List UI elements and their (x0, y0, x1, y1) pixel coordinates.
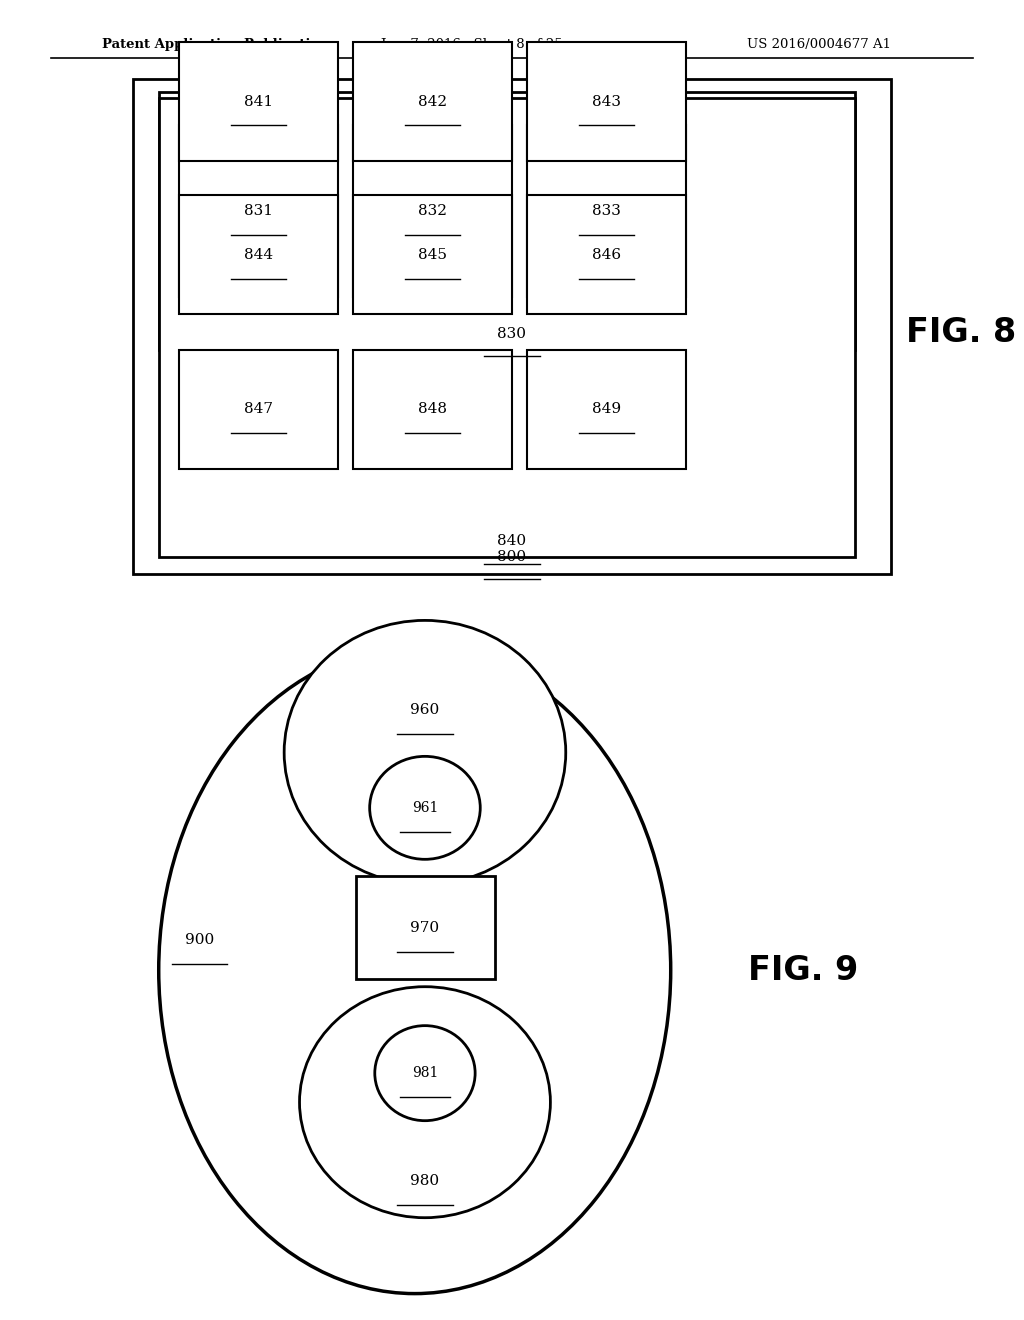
Ellipse shape (159, 647, 671, 1294)
Text: 841: 841 (244, 95, 273, 108)
Bar (179, 350, 338, 469)
Text: 981: 981 (412, 1067, 438, 1080)
Bar (527, 42, 686, 161)
Bar (179, 195, 338, 314)
Text: Jan. 7, 2016   Sheet 8 of 25: Jan. 7, 2016 Sheet 8 of 25 (380, 38, 562, 51)
Text: 900: 900 (185, 933, 214, 946)
Bar (353, 42, 512, 161)
Text: 833: 833 (592, 205, 622, 218)
Text: 831: 831 (244, 205, 273, 218)
Text: Patent Application Publication: Patent Application Publication (102, 38, 329, 51)
Text: 961: 961 (412, 801, 438, 814)
Bar (133, 79, 891, 574)
Text: 970: 970 (411, 921, 439, 935)
Ellipse shape (370, 756, 480, 859)
Text: 832: 832 (418, 205, 447, 218)
Text: 843: 843 (592, 95, 622, 108)
Text: 846: 846 (592, 248, 622, 261)
Text: 847: 847 (244, 403, 273, 416)
Text: 960: 960 (411, 704, 439, 717)
Bar (179, 125, 338, 297)
Text: 844: 844 (244, 248, 273, 261)
Ellipse shape (299, 987, 551, 1217)
Bar (353, 195, 512, 314)
Text: 980: 980 (411, 1175, 439, 1188)
Text: 849: 849 (592, 403, 622, 416)
Text: FIG. 9: FIG. 9 (748, 953, 858, 987)
Ellipse shape (284, 620, 565, 884)
Bar (527, 125, 686, 297)
Text: FIG. 8: FIG. 8 (906, 315, 1017, 348)
Text: 845: 845 (418, 248, 447, 261)
Text: 842: 842 (418, 95, 447, 108)
Text: 800: 800 (498, 549, 526, 564)
Bar (527, 350, 686, 469)
Bar (159, 98, 855, 557)
Bar (353, 125, 512, 297)
Bar (356, 876, 495, 979)
Bar (159, 92, 855, 350)
Bar (353, 350, 512, 469)
Bar (527, 195, 686, 314)
Text: 830: 830 (498, 326, 526, 341)
Text: 840: 840 (498, 533, 526, 548)
Bar (179, 42, 338, 161)
Ellipse shape (375, 1026, 475, 1121)
Text: US 2016/0004677 A1: US 2016/0004677 A1 (748, 38, 891, 51)
Text: 848: 848 (418, 403, 447, 416)
